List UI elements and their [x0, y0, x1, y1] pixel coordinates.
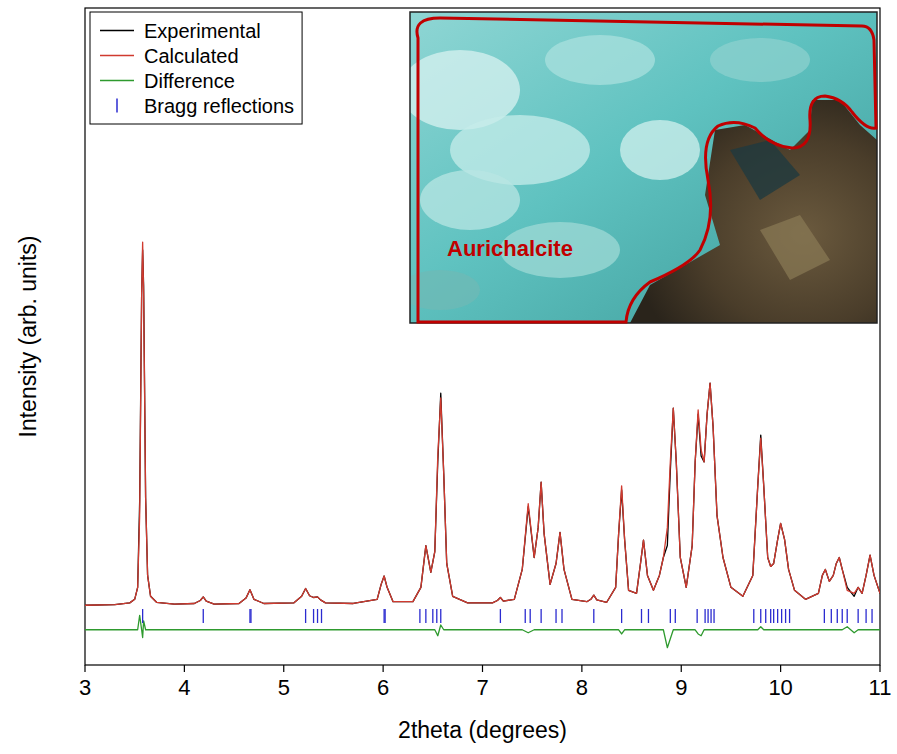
- bragg-tick: [697, 609, 698, 623]
- bragg-tick: [419, 609, 420, 623]
- bragg-tick: [675, 609, 676, 623]
- bragg-tick: [383, 609, 384, 623]
- x-tick-label: 5: [278, 675, 290, 700]
- x-tick-label: 4: [178, 675, 190, 700]
- bragg-tick: [593, 609, 594, 623]
- bragg-tick: [525, 609, 526, 623]
- photo-crystal: [420, 170, 520, 230]
- bragg-tick: [648, 609, 649, 623]
- x-tick-label: 7: [476, 675, 488, 700]
- x-tick: [84, 665, 85, 672]
- bragg-ticks: [143, 609, 872, 623]
- legend-symbol: [100, 80, 134, 82]
- bragg-tick: [704, 609, 705, 623]
- bragg-tick: [142, 609, 143, 623]
- mineral-outline: [417, 18, 876, 322]
- bragg-tick: [789, 609, 790, 623]
- bragg-tick: [249, 609, 250, 623]
- legend-symbol: [100, 30, 134, 32]
- bragg-tick: [305, 609, 306, 623]
- photo-dark-mineral: [630, 100, 877, 323]
- bragg-tick: [250, 609, 251, 623]
- x-axis: 3 4 5 6 7 8 9 10 11: [79, 665, 892, 700]
- photo-bronze: [760, 215, 830, 280]
- x-tick-label: 9: [675, 675, 687, 700]
- bragg-tick: [317, 609, 318, 623]
- x-tick: [482, 665, 483, 672]
- bragg-tick: [713, 609, 714, 623]
- inset-photo: Aurichalcite: [400, 12, 877, 323]
- bragg-tick: [785, 609, 786, 623]
- bragg-tick: [432, 609, 433, 623]
- bragg-tick: [621, 609, 622, 623]
- photo-crystal: [545, 35, 655, 85]
- photo-crystal: [710, 38, 810, 82]
- bragg-tick: [781, 609, 782, 623]
- x-tick: [184, 665, 185, 672]
- bragg-tick: [555, 609, 556, 623]
- x-tick: [879, 665, 880, 672]
- photo-frame: [410, 12, 877, 323]
- bragg-tick: [847, 609, 848, 623]
- x-tick: [780, 665, 781, 672]
- bragg-tick: [641, 609, 642, 623]
- bragg-tick: [773, 609, 774, 623]
- x-tick-label: 3: [79, 675, 91, 700]
- x-axis-title: 2theta (degrees): [398, 717, 567, 743]
- legend: Experimental Calculated Difference Bragg re…: [90, 12, 302, 124]
- legend-label: Difference: [144, 70, 235, 92]
- bragg-tick: [765, 609, 766, 623]
- bragg-tick: [857, 609, 858, 623]
- bragg-tick: [707, 609, 708, 623]
- bragg-tick: [384, 609, 385, 623]
- x-tick: [581, 665, 582, 672]
- bragg-tick: [770, 609, 771, 623]
- bragg-tick: [440, 609, 441, 623]
- bragg-tick: [313, 609, 314, 623]
- y-axis-title: Intensity (arb. units): [15, 236, 41, 438]
- x-tick-label: 11: [869, 675, 892, 700]
- bragg-tick: [753, 609, 754, 623]
- bragg-tick: [321, 609, 322, 623]
- x-tick-label: 8: [576, 675, 588, 700]
- legend-symbol: [116, 99, 118, 113]
- chart: 3 4 5 6 7 8 9 10 11 2theta (degrees) Intensity (ar…: [0, 0, 897, 754]
- bragg-tick: [203, 609, 204, 623]
- x-tick: [283, 665, 284, 672]
- bragg-tick: [871, 609, 872, 623]
- bragg-tick: [824, 609, 825, 623]
- legend-box: [90, 12, 302, 124]
- photo-crystal: [410, 270, 480, 310]
- x-tick: [383, 665, 384, 672]
- x-tick-label: 6: [377, 675, 389, 700]
- legend-label: Bragg reflections: [144, 95, 294, 117]
- bragg-tick: [865, 609, 866, 623]
- inset-content: [410, 12, 877, 323]
- annotation: Aurichalcite: [447, 236, 573, 261]
- bragg-tick: [777, 609, 778, 623]
- plot-frame: [85, 8, 880, 665]
- bragg-tick: [500, 609, 501, 623]
- x-tick-label: 10: [768, 675, 792, 700]
- bragg-tick: [561, 609, 562, 623]
- bragg-tick: [831, 609, 832, 623]
- bragg-tick: [842, 609, 843, 623]
- bragg-tick: [710, 609, 711, 623]
- photo-crystal: [620, 120, 700, 180]
- bragg-tick: [436, 609, 437, 623]
- x-tick: [681, 665, 682, 672]
- legend-label: Calculated: [144, 45, 239, 67]
- bragg-tick: [540, 609, 541, 623]
- legend-label: Experimental: [144, 20, 261, 42]
- bragg-tick: [425, 609, 426, 623]
- bragg-tick: [670, 609, 671, 623]
- bragg-tick: [760, 609, 761, 623]
- legend-symbol: [100, 55, 134, 57]
- bragg-tick: [530, 609, 531, 623]
- bragg-tick: [837, 609, 838, 623]
